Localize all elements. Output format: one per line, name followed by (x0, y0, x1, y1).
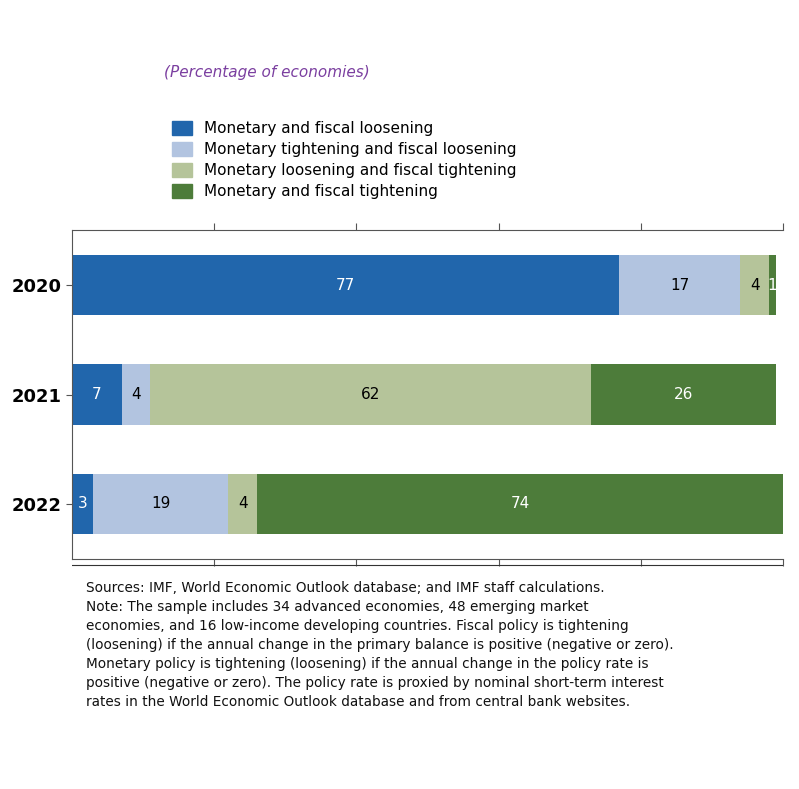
Bar (72, 473, 93, 534)
Text: Sources: IMF, World Economic Outlook database; and IMF staff calculations.
Note:: Sources: IMF, World Economic Outlook dat… (86, 581, 674, 709)
Bar (591, 365, 776, 424)
Bar (72, 255, 619, 316)
Text: 77: 77 (336, 278, 356, 293)
Bar (769, 255, 776, 316)
Bar (256, 473, 783, 534)
Bar (229, 473, 256, 534)
Text: 26: 26 (674, 387, 694, 402)
Text: 17: 17 (670, 278, 690, 293)
Text: 4: 4 (238, 496, 248, 511)
Text: 19: 19 (151, 496, 170, 511)
Legend: Monetary and fiscal loosening, Monetary tightening and fiscal loosening, Monetar: Monetary and fiscal loosening, Monetary … (172, 121, 517, 200)
Text: 7: 7 (92, 387, 101, 402)
Bar (619, 255, 741, 316)
Bar (93, 473, 229, 534)
Text: 74: 74 (511, 496, 530, 511)
Text: 4: 4 (131, 387, 141, 402)
Text: 62: 62 (361, 387, 380, 402)
Bar (121, 365, 150, 424)
Bar (741, 255, 769, 316)
Bar (150, 365, 591, 424)
Text: (Percentage of economies): (Percentage of economies) (165, 65, 370, 80)
Bar (72, 365, 121, 424)
Text: 1: 1 (768, 278, 777, 293)
Text: 4: 4 (749, 278, 759, 293)
Text: 3: 3 (78, 496, 87, 511)
Text: Monetary and Fiscal policy mix: Monetary and Fiscal policy mix (173, 17, 682, 46)
